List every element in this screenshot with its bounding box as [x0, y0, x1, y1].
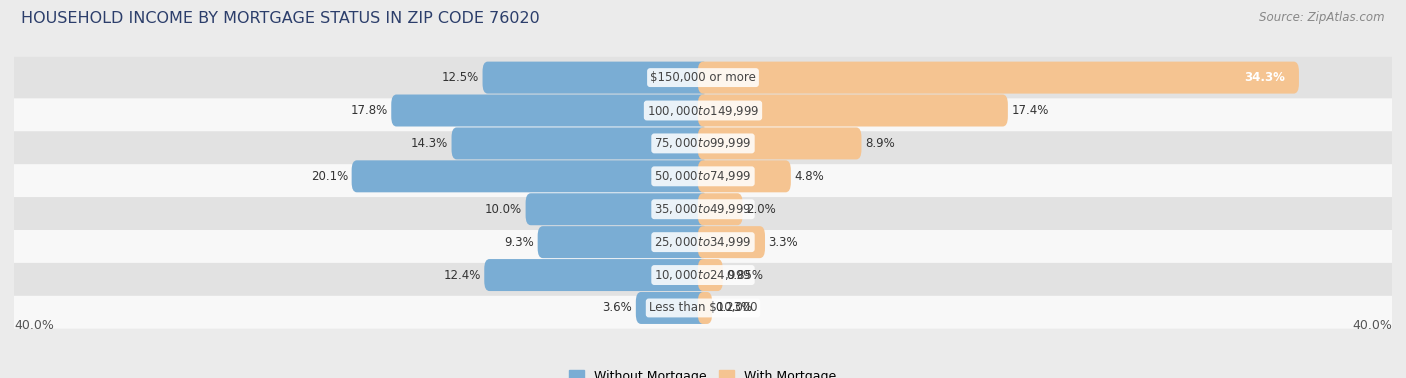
Text: $35,000 to $49,999: $35,000 to $49,999	[654, 202, 752, 216]
FancyBboxPatch shape	[697, 193, 742, 225]
Text: 3.3%: 3.3%	[769, 235, 799, 249]
Text: 34.3%: 34.3%	[1244, 71, 1285, 84]
Text: 4.8%: 4.8%	[794, 170, 824, 183]
FancyBboxPatch shape	[11, 222, 1395, 263]
Text: $10,000 to $24,999: $10,000 to $24,999	[654, 268, 752, 282]
Text: 17.8%: 17.8%	[350, 104, 388, 117]
FancyBboxPatch shape	[697, 292, 711, 324]
FancyBboxPatch shape	[482, 62, 709, 94]
Text: $75,000 to $99,999: $75,000 to $99,999	[654, 136, 752, 150]
Text: 40.0%: 40.0%	[1353, 319, 1392, 332]
FancyBboxPatch shape	[697, 259, 723, 291]
Text: 12.4%: 12.4%	[443, 268, 481, 282]
Legend: Without Mortgage, With Mortgage: Without Mortgage, With Mortgage	[564, 365, 842, 378]
FancyBboxPatch shape	[484, 259, 709, 291]
FancyBboxPatch shape	[352, 160, 709, 192]
Text: 10.0%: 10.0%	[485, 203, 522, 216]
FancyBboxPatch shape	[11, 123, 1395, 164]
FancyBboxPatch shape	[636, 292, 709, 324]
FancyBboxPatch shape	[11, 254, 1395, 296]
FancyBboxPatch shape	[451, 127, 709, 160]
FancyBboxPatch shape	[11, 156, 1395, 197]
Text: $25,000 to $34,999: $25,000 to $34,999	[654, 235, 752, 249]
Text: $100,000 to $149,999: $100,000 to $149,999	[647, 104, 759, 118]
FancyBboxPatch shape	[11, 287, 1395, 329]
Text: HOUSEHOLD INCOME BY MORTGAGE STATUS IN ZIP CODE 76020: HOUSEHOLD INCOME BY MORTGAGE STATUS IN Z…	[21, 11, 540, 26]
Text: 12.5%: 12.5%	[441, 71, 479, 84]
Text: 0.85%: 0.85%	[727, 268, 763, 282]
FancyBboxPatch shape	[697, 62, 1299, 94]
Text: 8.9%: 8.9%	[865, 137, 894, 150]
Text: 0.23%: 0.23%	[716, 302, 752, 314]
FancyBboxPatch shape	[11, 57, 1395, 98]
Text: 40.0%: 40.0%	[14, 319, 53, 332]
Text: 17.4%: 17.4%	[1011, 104, 1049, 117]
Text: 2.0%: 2.0%	[747, 203, 776, 216]
Text: $150,000 or more: $150,000 or more	[650, 71, 756, 84]
FancyBboxPatch shape	[697, 127, 862, 160]
Text: 9.3%: 9.3%	[505, 235, 534, 249]
FancyBboxPatch shape	[697, 94, 1008, 127]
Text: Less than $10,000: Less than $10,000	[648, 302, 758, 314]
FancyBboxPatch shape	[526, 193, 709, 225]
Text: Source: ZipAtlas.com: Source: ZipAtlas.com	[1260, 11, 1385, 24]
FancyBboxPatch shape	[11, 189, 1395, 230]
FancyBboxPatch shape	[697, 226, 765, 258]
FancyBboxPatch shape	[11, 90, 1395, 131]
Text: 14.3%: 14.3%	[411, 137, 449, 150]
Text: 3.6%: 3.6%	[603, 302, 633, 314]
FancyBboxPatch shape	[697, 160, 790, 192]
FancyBboxPatch shape	[537, 226, 709, 258]
Text: 20.1%: 20.1%	[311, 170, 349, 183]
Text: $50,000 to $74,999: $50,000 to $74,999	[654, 169, 752, 183]
FancyBboxPatch shape	[391, 94, 709, 127]
